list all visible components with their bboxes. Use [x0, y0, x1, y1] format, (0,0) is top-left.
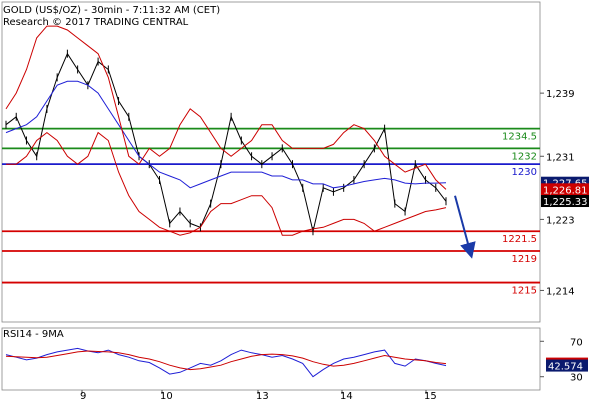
price-tag-bg	[541, 183, 589, 196]
rsi-y-tick-label: 70	[570, 337, 583, 348]
rsi-panel-frame	[1, 327, 541, 391]
chart-grid	[1, 1, 541, 391]
y-tick-label: 1,214	[546, 286, 575, 297]
rsi-tag-bg	[546, 359, 588, 372]
price-levels: 1234.5 1232 1230 1221.5 1219 1215	[2, 127, 540, 297]
series-upper_band	[5, 25, 447, 190]
price-panel-frame	[1, 1, 541, 323]
level-label-1219: 1219	[512, 254, 537, 265]
rsi-tag-label: 42.574	[548, 362, 583, 373]
x-tick-label: 14	[340, 391, 353, 400]
rsi-label: RSI14 - 9MA	[3, 329, 64, 340]
price-series	[5, 25, 476, 259]
x-tick-label: 9	[80, 391, 86, 400]
price-tag-bg	[541, 195, 589, 208]
price-tag-label: 1,226.81	[543, 185, 588, 196]
rsi-ma-line	[5, 350, 447, 371]
level-label-1230: 1230	[512, 167, 537, 178]
level-label-1221-5: 1221.5	[502, 234, 537, 245]
chart-subtitle: Research © 2017 TRADING CENTRAL	[3, 17, 189, 28]
x-tick-label: 10	[160, 391, 173, 400]
value-tags: 1,227.651,226.811,225.33	[541, 176, 589, 208]
axes: 9 10 13 14 15 1,239 1,231 1,223 1,214	[80, 89, 575, 400]
x-tick-label: 13	[256, 391, 269, 400]
series-ma	[5, 80, 447, 189]
level-label-1215: 1215	[512, 286, 537, 297]
forecast-arrow	[454, 195, 476, 259]
rsi-line	[5, 347, 447, 378]
x-tick-label: 15	[424, 391, 437, 400]
series-price	[5, 52, 447, 232]
rsi-panel: 703044.813942.574	[5, 337, 589, 384]
rsi-y-tick-label: 30	[570, 373, 583, 384]
y-tick-label: 1,223	[546, 215, 575, 226]
level-label-1232: 1232	[512, 151, 537, 162]
y-tick-label: 1,239	[546, 89, 575, 100]
level-label-1234-5: 1234.5	[502, 132, 537, 143]
series-lower_band	[6, 131, 447, 236]
chart-title: GOLD (US$/OZ) - 30min - 7:11:32 AM (CET)	[3, 5, 220, 16]
price-tag-label: 1,225.33	[543, 197, 588, 208]
y-tick-label: 1,231	[546, 152, 575, 163]
